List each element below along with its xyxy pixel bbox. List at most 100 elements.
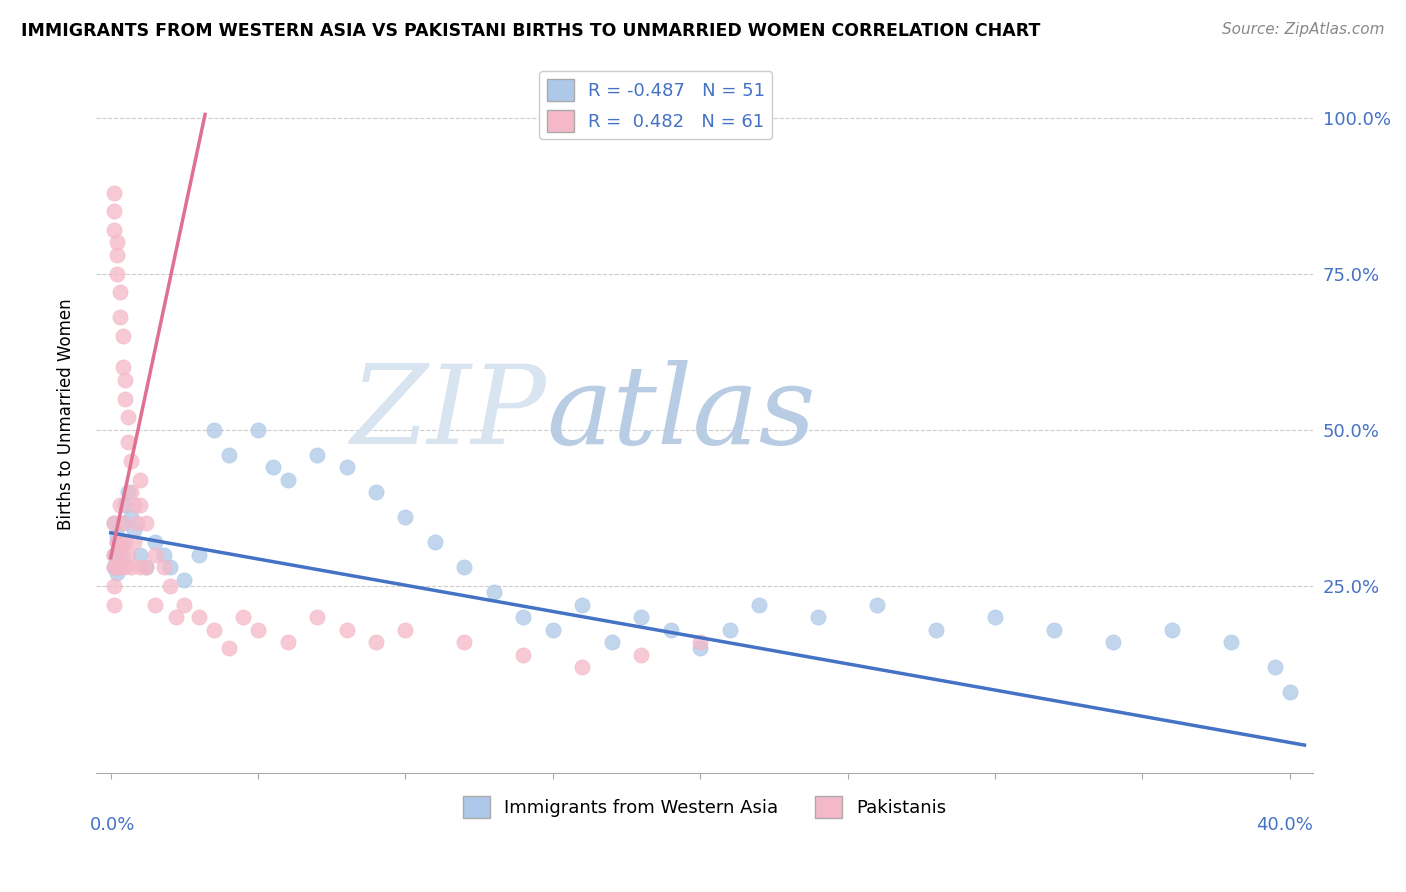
Point bbox=[103, 548, 125, 562]
Point bbox=[103, 548, 125, 562]
Point bbox=[120, 560, 142, 574]
Point bbox=[394, 623, 416, 637]
Point bbox=[117, 410, 139, 425]
Text: atlas: atlas bbox=[547, 360, 815, 468]
Point bbox=[202, 623, 225, 637]
Point bbox=[103, 560, 125, 574]
Point bbox=[111, 516, 134, 531]
Point bbox=[108, 285, 131, 300]
Point bbox=[114, 560, 136, 574]
Point bbox=[748, 598, 770, 612]
Point bbox=[984, 610, 1007, 624]
Point bbox=[1043, 623, 1066, 637]
Point bbox=[129, 498, 152, 512]
Point bbox=[630, 648, 652, 662]
Point bbox=[232, 610, 254, 624]
Point bbox=[135, 560, 157, 574]
Point bbox=[105, 566, 128, 581]
Point bbox=[108, 541, 131, 556]
Point bbox=[247, 423, 270, 437]
Text: Source: ZipAtlas.com: Source: ZipAtlas.com bbox=[1222, 22, 1385, 37]
Point bbox=[105, 560, 128, 574]
Point bbox=[105, 248, 128, 262]
Point bbox=[335, 460, 357, 475]
Point bbox=[105, 535, 128, 549]
Point bbox=[866, 598, 889, 612]
Point bbox=[453, 635, 475, 649]
Point bbox=[364, 635, 387, 649]
Point bbox=[571, 660, 593, 674]
Point bbox=[117, 548, 139, 562]
Point bbox=[105, 267, 128, 281]
Point bbox=[1264, 660, 1286, 674]
Point bbox=[143, 535, 166, 549]
Point bbox=[394, 510, 416, 524]
Point bbox=[129, 548, 152, 562]
Legend: Immigrants from Western Asia, Pakistanis: Immigrants from Western Asia, Pakistanis bbox=[456, 789, 953, 825]
Point bbox=[135, 516, 157, 531]
Text: 40.0%: 40.0% bbox=[1257, 816, 1313, 834]
Point bbox=[512, 610, 534, 624]
Point bbox=[188, 610, 211, 624]
Point bbox=[1160, 623, 1182, 637]
Point bbox=[925, 623, 948, 637]
Point bbox=[124, 498, 146, 512]
Point bbox=[124, 523, 146, 537]
Point bbox=[277, 635, 299, 649]
Point bbox=[718, 623, 741, 637]
Text: 0.0%: 0.0% bbox=[90, 816, 135, 834]
Point bbox=[111, 360, 134, 375]
Point bbox=[188, 548, 211, 562]
Point bbox=[153, 548, 176, 562]
Point bbox=[120, 454, 142, 468]
Point bbox=[103, 516, 125, 531]
Point bbox=[364, 485, 387, 500]
Point bbox=[114, 392, 136, 406]
Point bbox=[124, 535, 146, 549]
Point bbox=[159, 560, 181, 574]
Point bbox=[659, 623, 682, 637]
Point bbox=[482, 585, 505, 599]
Point bbox=[630, 610, 652, 624]
Point bbox=[173, 598, 195, 612]
Point bbox=[1278, 685, 1301, 699]
Point bbox=[689, 641, 711, 656]
Point bbox=[111, 548, 134, 562]
Point bbox=[114, 373, 136, 387]
Point bbox=[114, 535, 136, 549]
Point bbox=[135, 560, 157, 574]
Point bbox=[807, 610, 830, 624]
Point bbox=[108, 554, 131, 568]
Point bbox=[541, 623, 564, 637]
Point bbox=[111, 516, 134, 531]
Point bbox=[120, 485, 142, 500]
Point bbox=[165, 610, 187, 624]
Point bbox=[108, 498, 131, 512]
Text: ZIP: ZIP bbox=[350, 360, 547, 468]
Point bbox=[571, 598, 593, 612]
Point bbox=[103, 223, 125, 237]
Point bbox=[153, 560, 176, 574]
Point bbox=[117, 435, 139, 450]
Point bbox=[202, 423, 225, 437]
Point bbox=[143, 598, 166, 612]
Point bbox=[173, 573, 195, 587]
Point bbox=[218, 641, 240, 656]
Point bbox=[1102, 635, 1125, 649]
Point bbox=[103, 579, 125, 593]
Point bbox=[512, 648, 534, 662]
Point bbox=[103, 560, 125, 574]
Point bbox=[129, 473, 152, 487]
Point bbox=[218, 448, 240, 462]
Point bbox=[103, 598, 125, 612]
Point bbox=[105, 535, 128, 549]
Point bbox=[600, 635, 623, 649]
Point bbox=[277, 473, 299, 487]
Point bbox=[453, 560, 475, 574]
Point bbox=[105, 529, 128, 543]
Point bbox=[307, 610, 329, 624]
Point bbox=[120, 510, 142, 524]
Point bbox=[108, 535, 131, 549]
Point bbox=[159, 579, 181, 593]
Point bbox=[689, 635, 711, 649]
